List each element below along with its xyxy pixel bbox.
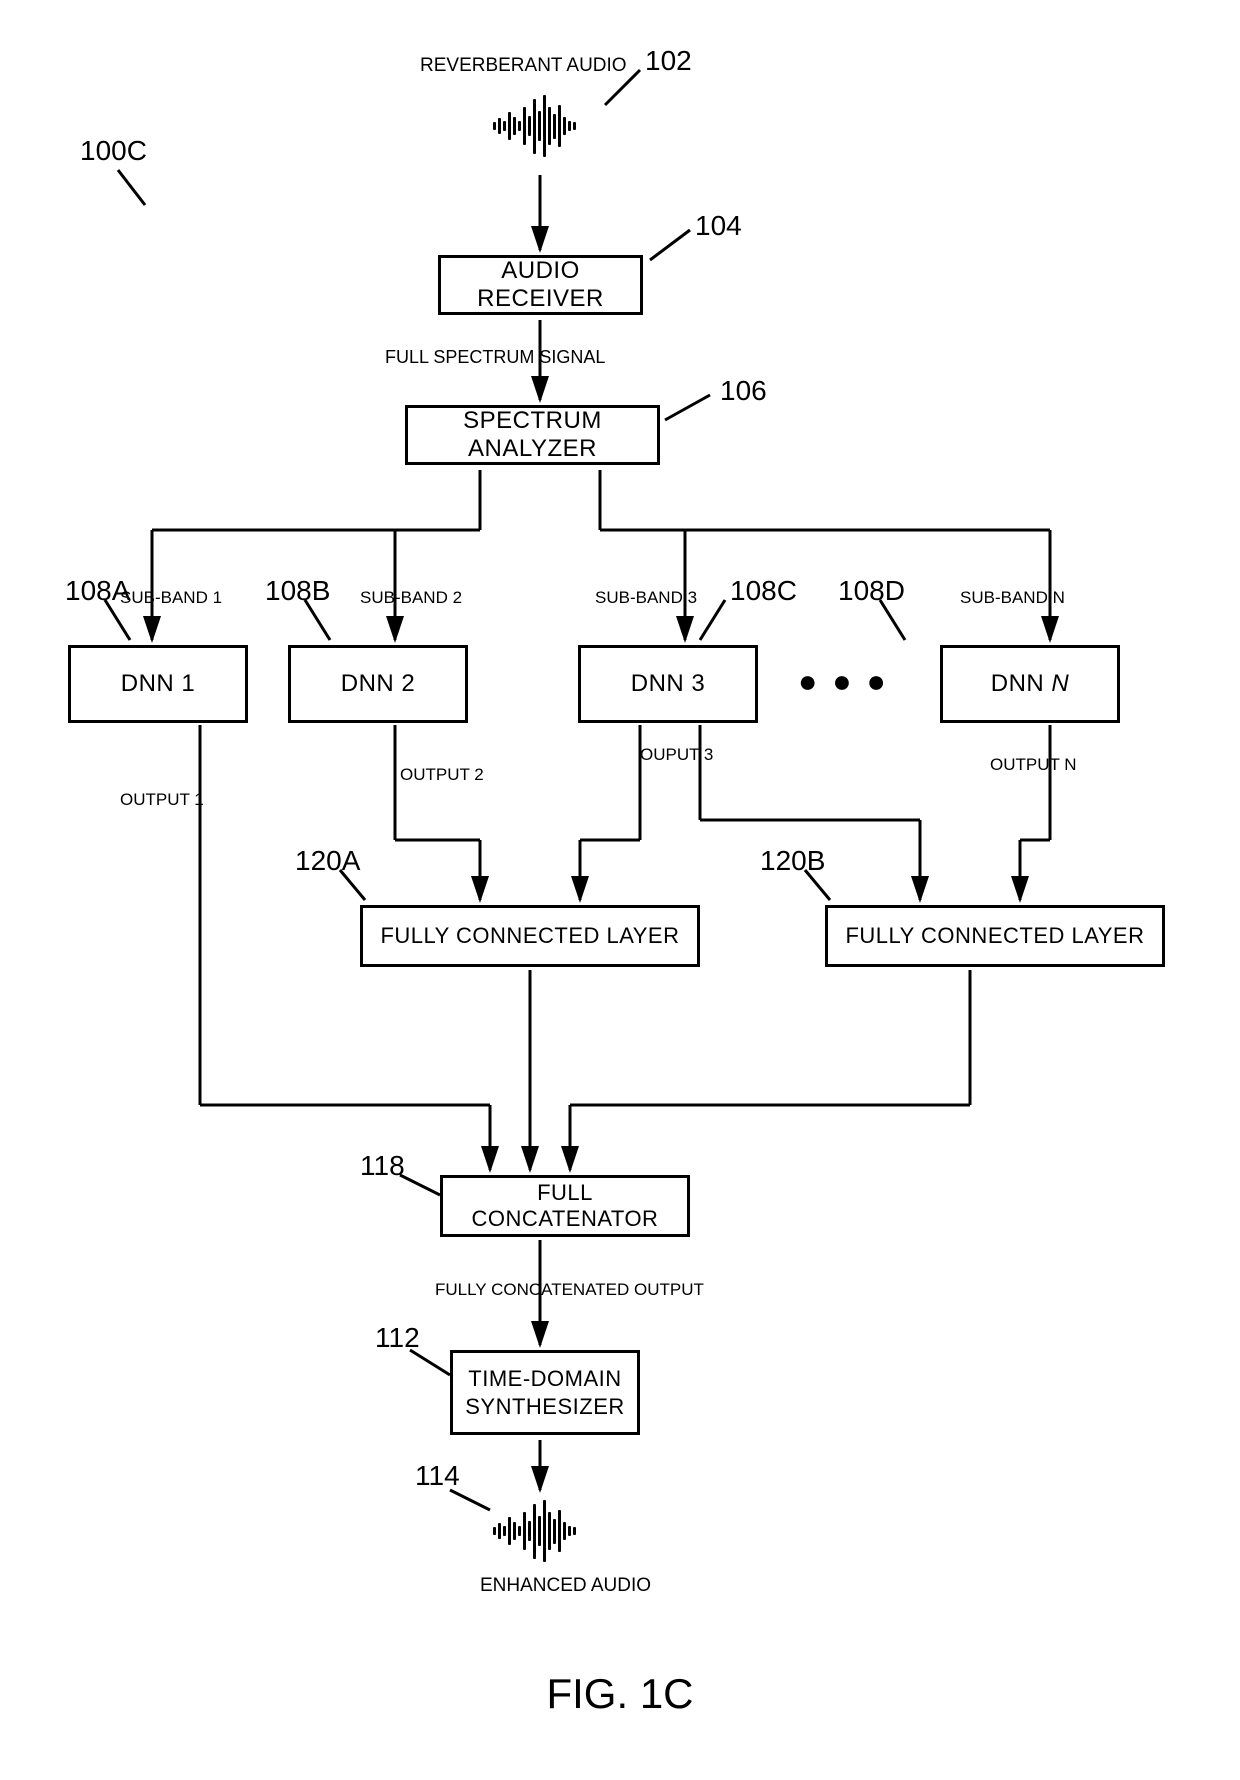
concat-output-label: FULLY CONCATENATED OUTPUT (435, 1280, 704, 1300)
block-dnn-n: DNN N (940, 645, 1120, 723)
output-2-label: OUTPUT 2 (400, 765, 484, 785)
full-spectrum-label: FULL SPECTRUM SIGNAL (385, 347, 605, 368)
output-3-label: OUPUT 3 (640, 745, 713, 765)
waveform-input-icon (493, 95, 576, 157)
block-full-concatenator: FULL CONCATENATOR (440, 1175, 690, 1237)
block-label: DNN 2 (341, 670, 416, 698)
block-label: TIME-DOMAIN SYNTHESIZER (453, 1365, 637, 1420)
subband-1-label: SUB-BAND 1 (120, 588, 222, 608)
block-label: FULLY CONNECTED LAYER (380, 923, 679, 949)
block-label: DNN N (991, 670, 1070, 698)
ref-108b: 108B (265, 575, 330, 607)
block-label: SPECTRUM ANALYZER (408, 407, 657, 463)
ref-108d: 108D (838, 575, 905, 607)
output-1-label: OUTPUT 1 (120, 790, 204, 810)
block-dnn-3: DNN 3 (578, 645, 758, 723)
waveform-output-icon (493, 1500, 576, 1562)
block-synthesizer: TIME-DOMAIN SYNTHESIZER (450, 1350, 640, 1435)
ref-106: 106 (720, 375, 767, 407)
figure-label: FIG. 1C (0, 1670, 1240, 1718)
output-label: ENHANCED AUDIO (480, 1575, 651, 1597)
ellipsis-icon: ● ● ● (798, 663, 889, 700)
block-audio-receiver: AUDIO RECEIVER (438, 255, 643, 315)
block-spectrum-analyzer: SPECTRUM ANALYZER (405, 405, 660, 465)
block-fc-layer-a: FULLY CONNECTED LAYER (360, 905, 700, 967)
ref-108c: 108C (730, 575, 797, 607)
input-label: REVERBERANT AUDIO (420, 55, 627, 77)
ref-120a: 120A (295, 845, 360, 877)
block-dnn-2: DNN 2 (288, 645, 468, 723)
ref-108a: 108A (65, 575, 130, 607)
diagram-root: 100C REVERBERANT AUDIO 102 AUDIO RECEIVE… (0, 0, 1240, 1780)
block-fc-layer-b: FULLY CONNECTED LAYER (825, 905, 1165, 967)
ref-120b: 120B (760, 845, 825, 877)
ref-114: 114 (415, 1460, 460, 1492)
subband-3-label: SUB-BAND 3 (595, 588, 697, 608)
block-label: DNN 1 (121, 670, 196, 698)
subband-2-label: SUB-BAND 2 (360, 588, 462, 608)
block-label: DNN 3 (631, 670, 706, 698)
ref-104: 104 (695, 210, 742, 242)
block-label: FULL CONCATENATOR (443, 1180, 687, 1232)
subband-n-label: SUB-BAND N (960, 588, 1065, 608)
ref-102: 102 (645, 45, 692, 77)
ref-112: 112 (375, 1322, 420, 1354)
block-label: FULLY CONNECTED LAYER (845, 923, 1144, 949)
block-label: AUDIO RECEIVER (441, 257, 640, 313)
ref-118: 118 (360, 1150, 405, 1182)
ref-system: 100C (80, 135, 147, 167)
output-n-label: OUTPUT N (990, 755, 1077, 775)
block-dnn-1: DNN 1 (68, 645, 248, 723)
